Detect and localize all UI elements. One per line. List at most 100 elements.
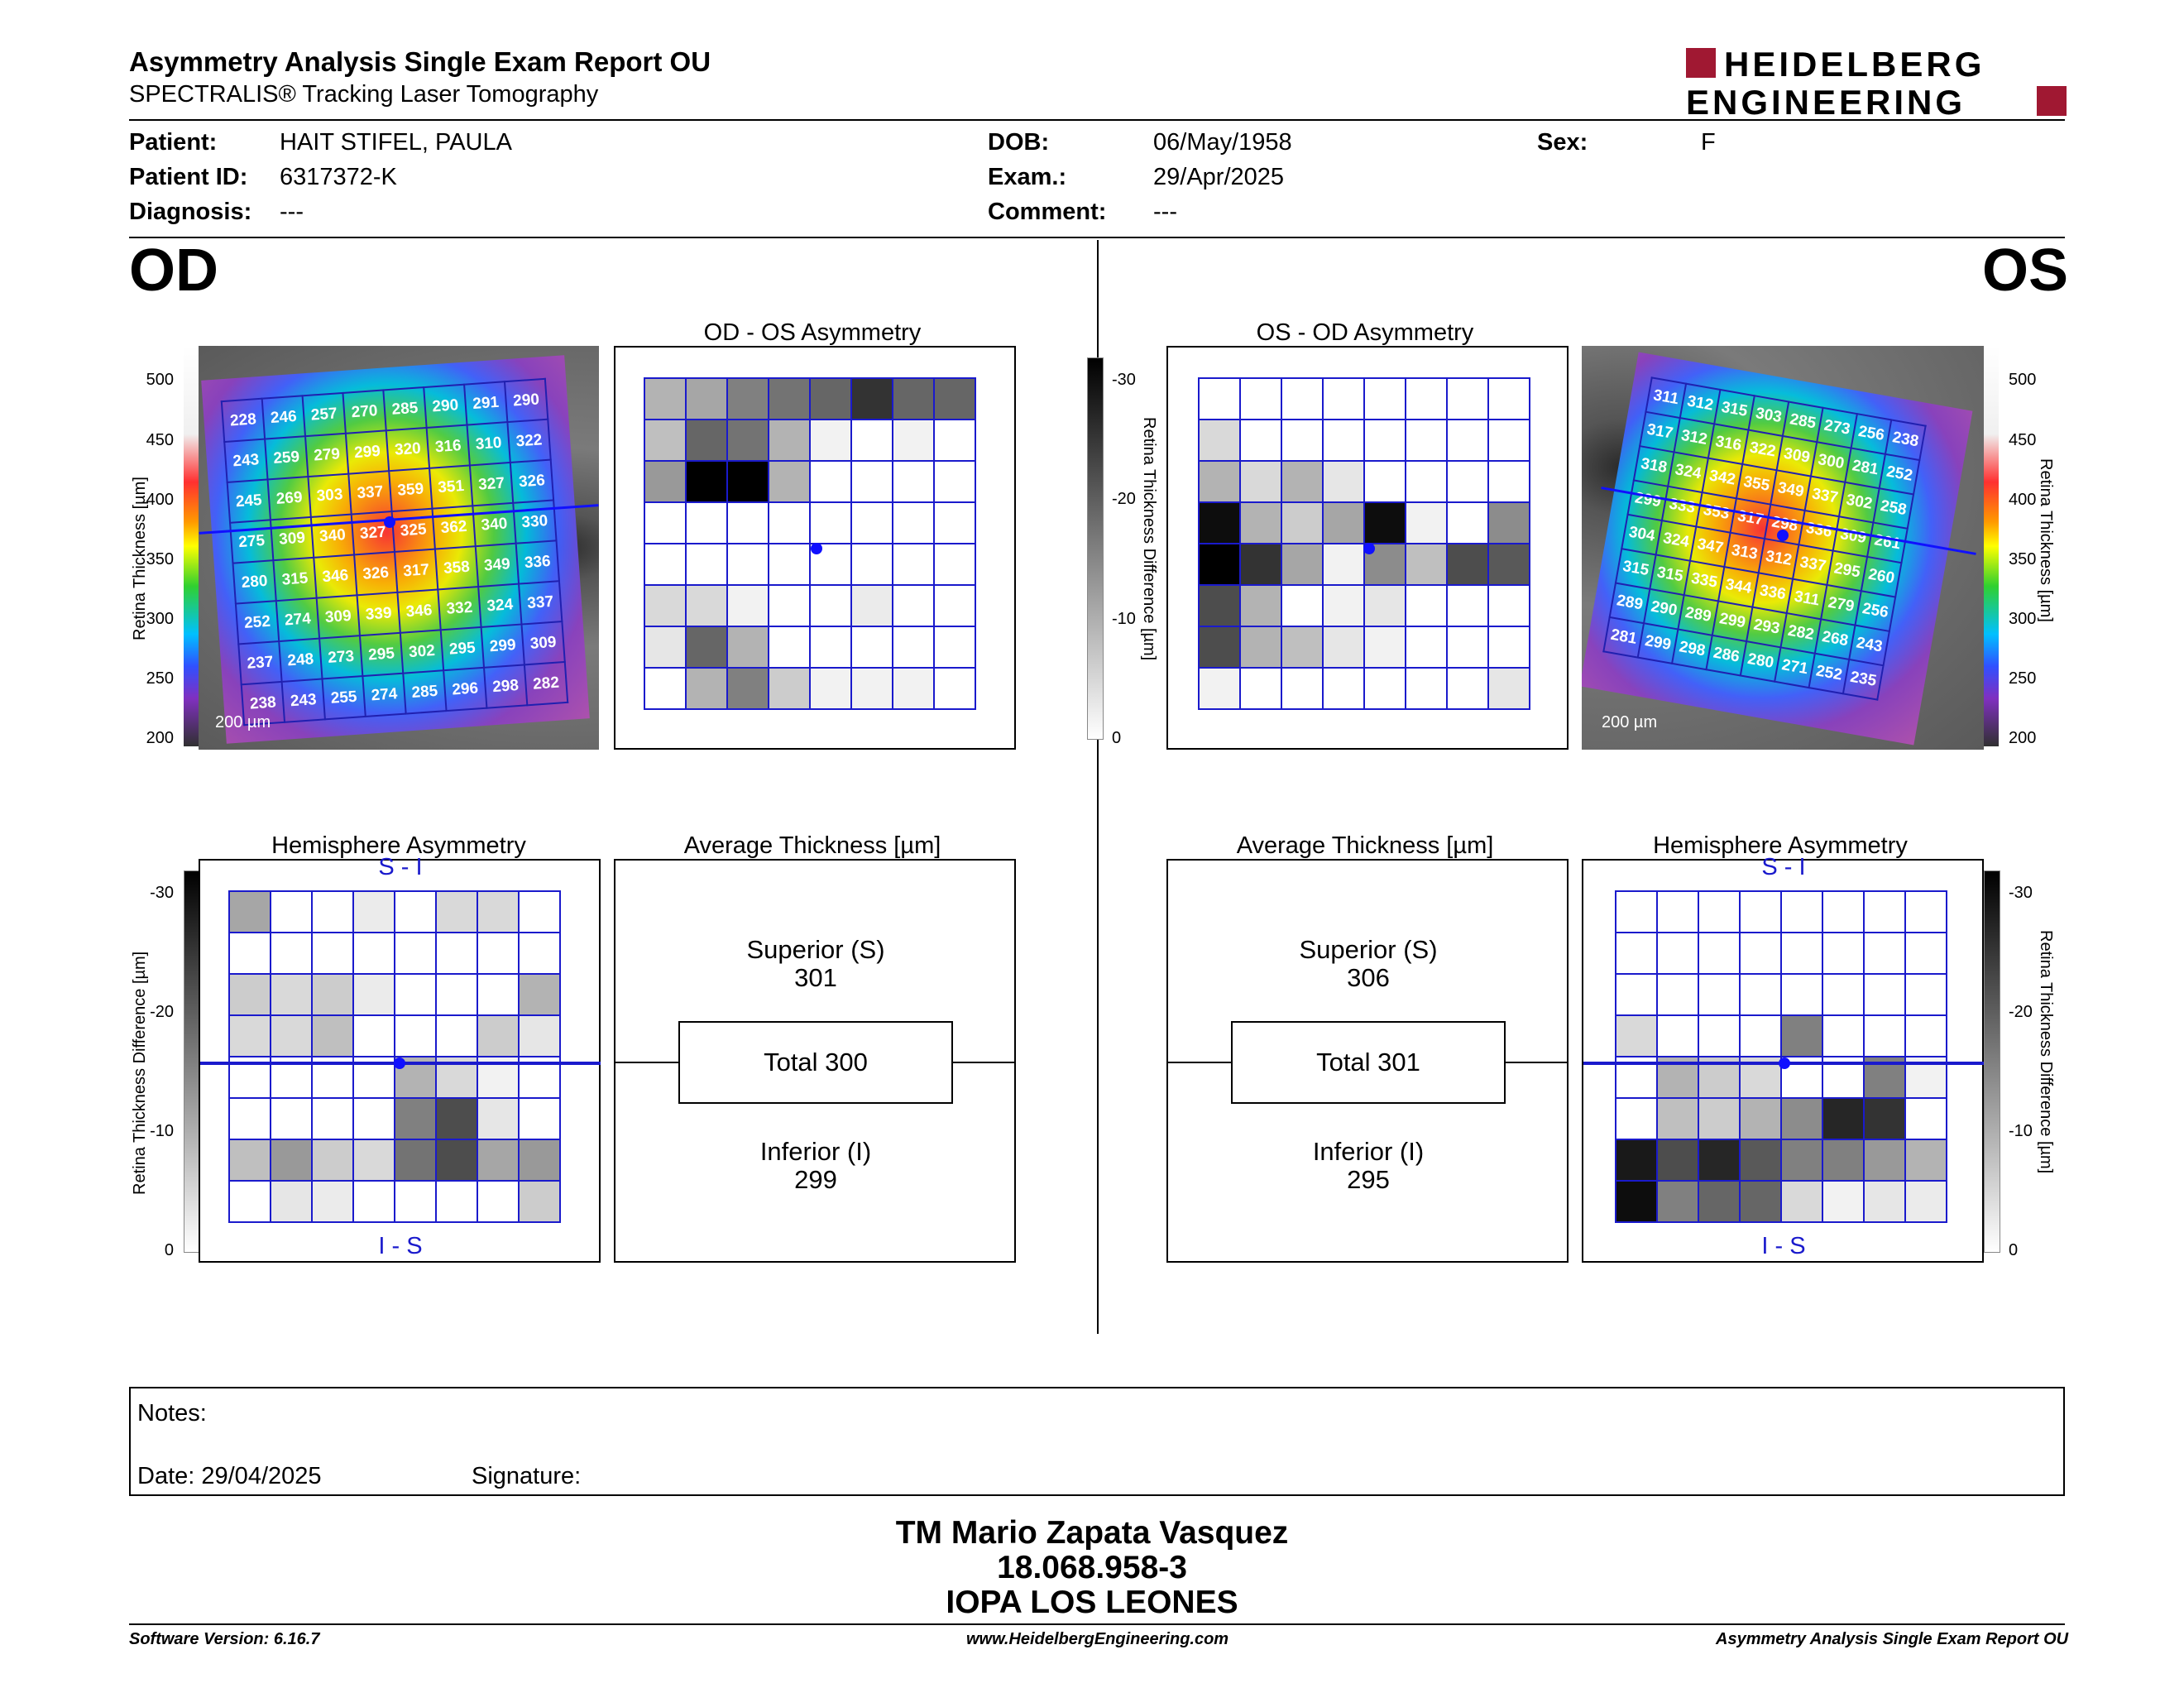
difference-cell bbox=[1615, 890, 1658, 933]
difference-cell bbox=[477, 1097, 520, 1140]
difference-cell bbox=[1281, 584, 1324, 627]
difference-cell bbox=[1904, 890, 1947, 933]
difference-cell bbox=[477, 973, 520, 1016]
difference-cell bbox=[1239, 501, 1282, 544]
difference-cell bbox=[1198, 626, 1241, 669]
difference-cell bbox=[685, 584, 728, 627]
header-divider bbox=[129, 119, 2065, 121]
os-asymmetry-panel bbox=[1166, 346, 1569, 750]
thickness-cell: 322 bbox=[1742, 429, 1783, 471]
patient-label: Patient: bbox=[129, 129, 218, 156]
difference-cell bbox=[1656, 1097, 1699, 1140]
grid-row bbox=[1198, 460, 1530, 503]
od-asym-fovea-marker bbox=[811, 543, 822, 554]
thickness-cell: 315 bbox=[273, 557, 317, 602]
thickness-cell: 290 bbox=[504, 378, 548, 423]
difference-cell bbox=[311, 1014, 354, 1057]
grid-row bbox=[1198, 626, 1530, 669]
difference-cell bbox=[850, 377, 893, 420]
difference-cell bbox=[1698, 890, 1741, 933]
difference-cell bbox=[850, 626, 893, 669]
difference-cell bbox=[726, 501, 769, 544]
difference-cell bbox=[435, 1014, 478, 1057]
difference-cell bbox=[1487, 501, 1530, 544]
os-asymmetry-title: OS - OD Asymmetry bbox=[1256, 319, 1474, 346]
thickness-cell: 311 bbox=[1786, 578, 1827, 620]
difference-cell bbox=[1656, 1056, 1699, 1099]
difference-cell bbox=[1698, 932, 1741, 975]
difference-cell bbox=[352, 973, 395, 1016]
difference-cell bbox=[1405, 460, 1448, 503]
od-asymmetry-grid bbox=[644, 377, 976, 710]
difference-cell bbox=[1198, 543, 1241, 586]
difference-cell bbox=[1363, 419, 1406, 462]
difference-cell bbox=[270, 890, 313, 933]
dob-label: DOB: bbox=[988, 129, 1050, 156]
comment-label: Comment: bbox=[988, 199, 1107, 225]
difference-cell bbox=[1656, 890, 1699, 933]
thickness-cell: 260 bbox=[1861, 556, 1902, 597]
difference-cell bbox=[1363, 501, 1406, 544]
thickness-cell: 339 bbox=[357, 592, 400, 636]
notes-signature: Signature: bbox=[472, 1463, 582, 1489]
thickness-cell: 316 bbox=[426, 424, 470, 468]
difference-cell bbox=[644, 377, 687, 420]
grid-row bbox=[228, 890, 561, 933]
difference-cell bbox=[1281, 543, 1324, 586]
difference-cell bbox=[768, 460, 811, 503]
difference-cell bbox=[270, 1180, 313, 1223]
difference-cell bbox=[1363, 626, 1406, 669]
od-inferior-value: 299 bbox=[794, 1165, 837, 1194]
difference-cell bbox=[1487, 419, 1530, 462]
difference-cell bbox=[1863, 973, 1906, 1016]
os-eye-label: OS bbox=[1982, 237, 2069, 304]
difference-cell bbox=[1281, 377, 1324, 420]
difference-cell bbox=[809, 419, 852, 462]
difference-cell bbox=[270, 1097, 313, 1140]
thickness-cell: 246 bbox=[261, 396, 305, 439]
os-asymmetry-grid bbox=[1198, 377, 1530, 710]
os-scale-bar: 200 µm bbox=[1602, 713, 1658, 731]
difference-cell bbox=[1780, 932, 1823, 975]
thickness-cell: 304 bbox=[1621, 514, 1662, 555]
difference-cell bbox=[1446, 377, 1489, 420]
notes-box[interactable]: Notes: Date: 29/04/2025 Signature: bbox=[129, 1387, 2065, 1496]
difference-cell bbox=[228, 1139, 271, 1182]
difference-cell bbox=[1904, 1180, 1947, 1223]
difference-cell bbox=[1281, 667, 1324, 710]
difference-cell bbox=[1446, 626, 1489, 669]
difference-cell bbox=[809, 501, 852, 544]
thickness-cell: 317 bbox=[395, 549, 438, 592]
difference-cell bbox=[1487, 377, 1530, 420]
difference-cell bbox=[768, 501, 811, 544]
thickness-cell: 310 bbox=[467, 422, 510, 466]
od-scale-bar: 200 µm bbox=[215, 713, 271, 731]
logo-line2: ENGINEERING bbox=[1686, 83, 1966, 119]
difference-cell bbox=[518, 973, 561, 1016]
thickness-cell: 324 bbox=[1655, 520, 1697, 561]
difference-cell bbox=[644, 460, 687, 503]
difference-cell bbox=[933, 419, 976, 462]
thickness-cell: 299 bbox=[1637, 623, 1679, 664]
difference-cell bbox=[435, 890, 478, 933]
thickness-cell: 271 bbox=[1774, 647, 1815, 688]
difference-cell bbox=[933, 626, 976, 669]
difference-cell bbox=[1904, 1014, 1947, 1057]
difference-cell bbox=[477, 1139, 520, 1182]
thickness-cell: 312 bbox=[1674, 418, 1715, 458]
thickness-cell: 312 bbox=[1758, 539, 1799, 579]
thickness-cell: 353 bbox=[1696, 492, 1736, 533]
difference-cell bbox=[1739, 1139, 1782, 1182]
od-eye-label: OD bbox=[129, 237, 218, 304]
difference-cell bbox=[1739, 1014, 1782, 1057]
website-link[interactable]: www.HeidelbergEngineering.com bbox=[966, 1630, 1229, 1648]
os-average-title: Average Thickness [µm] bbox=[1236, 832, 1494, 859]
difference-cell bbox=[1487, 584, 1530, 627]
os-hemisphere-title: Hemisphere Asymmetry bbox=[1653, 832, 1908, 859]
heidelberg-logo: HEIDELBERG ENGINEERING bbox=[1686, 45, 2067, 122]
difference-cell bbox=[1780, 973, 1823, 1016]
asym-tick-20: -20 bbox=[1112, 490, 1136, 508]
difference-cell bbox=[1198, 667, 1241, 710]
thickness-cell: 344 bbox=[1718, 567, 1759, 607]
thickness-cell: 273 bbox=[1817, 407, 1857, 448]
